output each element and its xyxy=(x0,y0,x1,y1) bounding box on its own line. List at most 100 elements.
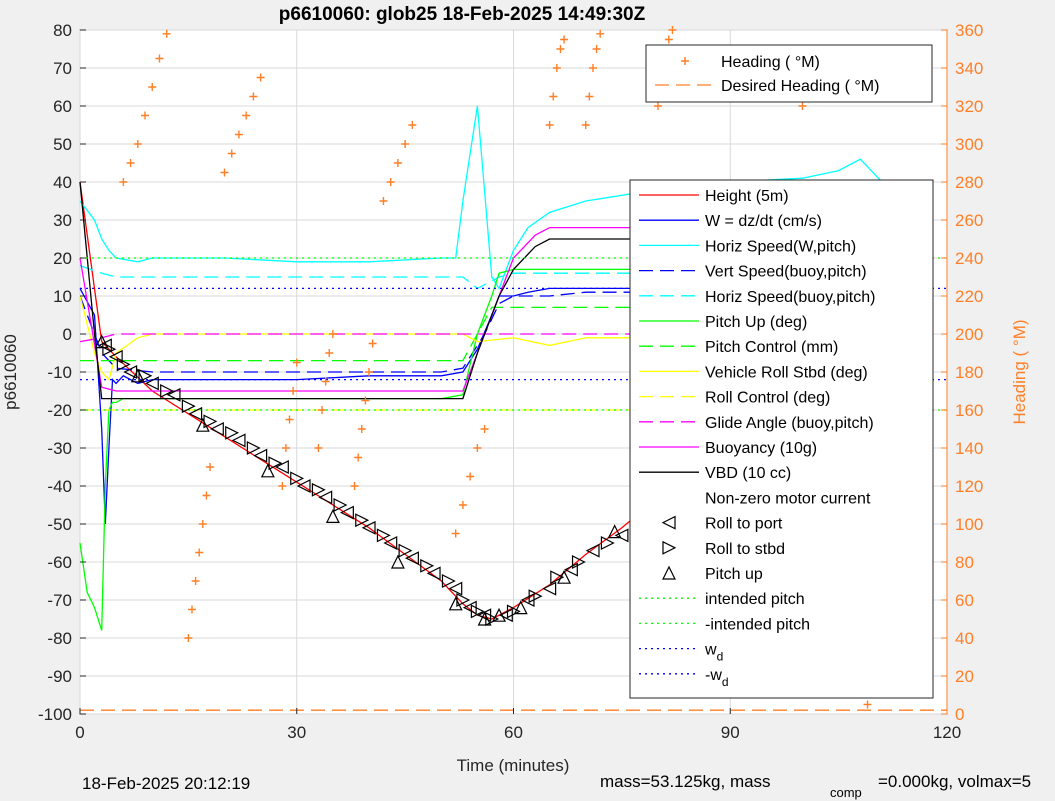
y-tick-label: 60 xyxy=(53,97,72,116)
heading-point xyxy=(592,45,601,53)
heading-point xyxy=(401,140,410,148)
legend-main-label: Glide Angle (buoy,pitch) xyxy=(705,415,874,432)
y2-tick-label: 160 xyxy=(955,401,983,420)
heading-point xyxy=(318,406,327,414)
y-tick-label: 80 xyxy=(53,21,72,40)
heading-point xyxy=(357,425,366,433)
roll-stbd-marker xyxy=(571,555,586,569)
heading-point xyxy=(227,149,236,158)
roll-port-marker xyxy=(318,490,333,505)
heading-point xyxy=(365,368,373,376)
y2-tick-label: 180 xyxy=(955,363,983,382)
y-tick-label: 30 xyxy=(53,211,72,230)
heading-point xyxy=(668,26,677,34)
legend-marker xyxy=(662,540,677,555)
roll-stbd-marker xyxy=(268,456,283,471)
roll-port-marker xyxy=(108,349,123,364)
heading-point xyxy=(187,605,196,614)
heading-point xyxy=(354,453,363,462)
heading-point xyxy=(545,121,554,129)
roll-stbd-marker xyxy=(181,399,196,414)
heading-point xyxy=(863,700,872,709)
roll-port-marker xyxy=(144,376,159,391)
pitch-up-marker xyxy=(195,417,210,432)
y2-tick-label: 140 xyxy=(955,439,983,458)
y2-tick-label: 200 xyxy=(955,325,983,344)
y-tick-label: 10 xyxy=(53,287,72,306)
legend-main-label: Height (5m) xyxy=(705,188,789,205)
heading-point xyxy=(148,83,157,91)
y-tick-label: -20 xyxy=(47,401,72,420)
y2-tick-label: 60 xyxy=(955,591,974,610)
heading-point xyxy=(314,444,323,452)
heading-point xyxy=(198,520,207,528)
heading-point xyxy=(466,472,475,481)
heading-point xyxy=(585,92,594,101)
y-axis-label: p6610060 xyxy=(1,334,20,410)
footer-mass: mass=53.125kg, mass xyxy=(600,772,771,791)
legend-marker xyxy=(661,515,676,530)
roll-stbd-marker xyxy=(355,513,370,528)
legend-main-label: Vehicle Roll Stbd (deg) xyxy=(705,364,868,381)
y-tick-label: -40 xyxy=(47,477,72,496)
roll-port-marker xyxy=(563,562,578,577)
heading-point xyxy=(126,159,135,167)
heading-point xyxy=(285,415,294,424)
roll-stbd-marker xyxy=(506,604,521,619)
heading-point xyxy=(549,92,558,101)
pitch-up-marker xyxy=(607,524,622,539)
roll-port-marker xyxy=(188,406,203,421)
roll-port-marker xyxy=(166,387,181,402)
y-tick-label: 50 xyxy=(53,135,72,154)
y2-tick-label: 120 xyxy=(955,477,983,496)
roll-port-marker xyxy=(231,433,246,448)
y-tick-label: 0 xyxy=(63,325,72,344)
legend-marker xyxy=(681,57,689,65)
roll-stbd-marker xyxy=(290,471,305,486)
heading-point xyxy=(556,45,565,53)
legend-main-label: Roll to port xyxy=(705,516,783,533)
heading-point xyxy=(451,529,460,538)
heading-point xyxy=(289,387,298,395)
y-tick-label: -50 xyxy=(47,515,72,534)
roll-stbd-marker xyxy=(398,543,413,558)
y2-tick-label: 320 xyxy=(955,97,983,116)
y-tick-label: -70 xyxy=(47,591,72,610)
heading-point xyxy=(480,425,489,433)
roll-port-marker xyxy=(614,528,629,543)
heading-point xyxy=(654,102,662,110)
heading-point xyxy=(581,121,590,129)
legend-main-label: -intended pitch xyxy=(705,616,810,633)
pitch-up-marker xyxy=(325,509,340,524)
legend-main-label: W = dz/dt (cm/s) xyxy=(705,213,822,230)
roll-stbd-marker xyxy=(225,425,240,440)
y-tick-label: 70 xyxy=(53,59,72,78)
x-tick-label: 60 xyxy=(504,723,523,742)
axes-layer: 0 30 60 90 120-100-90-80-70-60-50-40-30-20-1… xyxy=(38,21,983,742)
y2-tick-label: 220 xyxy=(955,287,983,306)
roll-port-marker xyxy=(426,566,441,581)
y2-tick-label: 100 xyxy=(955,515,983,534)
pitch-up-marker xyxy=(557,569,572,584)
footer-timestamp: 18-Feb-2025 20:12:19 xyxy=(82,774,250,793)
roll-stbd-marker xyxy=(441,574,456,588)
x-axis-label: Time (minutes) xyxy=(457,756,570,775)
pitch-up-marker xyxy=(477,611,492,626)
roll-stbd-marker xyxy=(528,589,543,604)
heading-point xyxy=(119,178,128,186)
heading-point xyxy=(664,35,673,44)
roll-port-marker xyxy=(383,536,398,550)
series-line xyxy=(79,105,883,290)
y2-tick-label: 20 xyxy=(955,667,974,686)
footer-volmax: =0.000kg, volmax=5 xyxy=(878,772,1031,791)
heading-point xyxy=(133,140,142,148)
heading-point xyxy=(560,35,569,44)
pitch-up-marker xyxy=(94,334,109,349)
y-tick-label: 20 xyxy=(53,249,72,268)
y2-tick-label: 300 xyxy=(955,135,983,154)
legend-main-label: Pitch Control (mm) xyxy=(705,339,838,356)
heading-point xyxy=(798,102,807,110)
y-tick-label: -90 xyxy=(47,667,72,686)
x-tick-label: 90 xyxy=(721,723,740,742)
pitch-up-marker xyxy=(130,368,145,383)
